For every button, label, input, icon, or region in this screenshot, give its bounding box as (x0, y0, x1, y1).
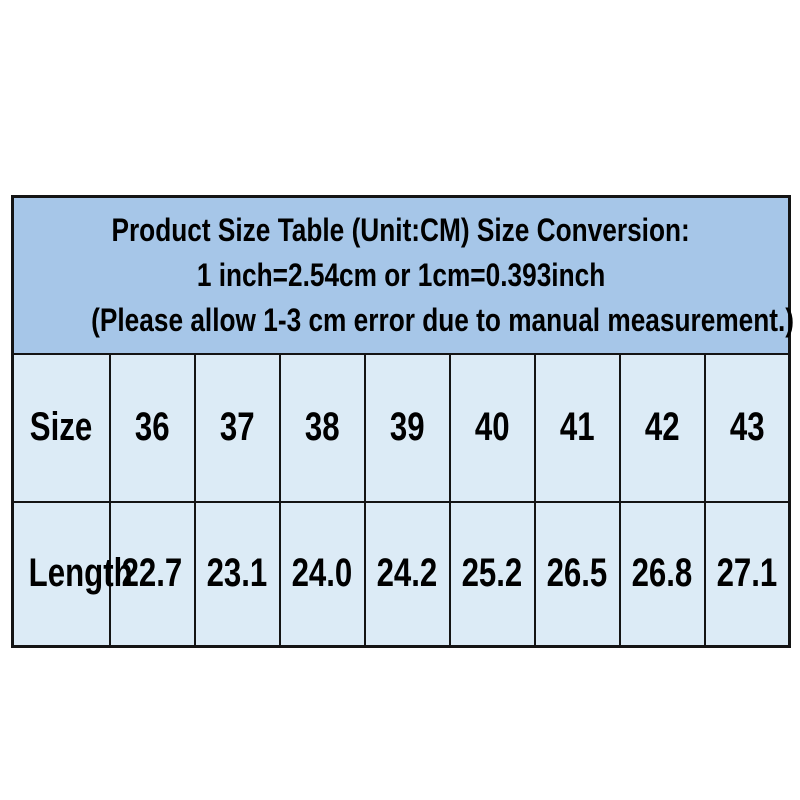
header-title-text: Product Size Table (Unit:CM) Size Conver… (111, 211, 691, 248)
size-cell: 37 (193, 352, 281, 503)
length-cell-text: 24.0 (291, 551, 353, 596)
header-line-title: Product Size Table (Unit:CM) Size Conver… (14, 208, 788, 253)
size-cell-text: 41 (559, 405, 595, 449)
length-cell-text: 24.2 (376, 551, 438, 596)
length-label-text: Length (28, 551, 133, 596)
length-cell: 26.8 (618, 500, 706, 648)
row-label-length: Length (11, 500, 133, 648)
length-cell: 22.7 (108, 500, 196, 648)
size-cell: 42 (618, 352, 706, 503)
header-conversion-text: 1 inch=2.54cm or 1cm=0.393inch (196, 256, 606, 293)
length-cell: 25.2 (448, 500, 536, 648)
header-line-conversion: 1 inch=2.54cm or 1cm=0.393inch (14, 253, 788, 298)
header-line-disclaimer: (Please allow 1-3 cm error due to manual… (14, 298, 794, 343)
length-cell: 24.2 (363, 500, 451, 648)
size-cell: 43 (703, 352, 791, 503)
size-cell: 40 (448, 352, 536, 503)
size-cell-text: 37 (219, 405, 255, 449)
length-cell: 26.5 (533, 500, 621, 648)
length-cell: 23.1 (193, 500, 281, 648)
size-cell-text: 43 (729, 405, 765, 449)
length-cell-text: 26.5 (546, 551, 608, 596)
row-label-size: Size (11, 352, 111, 503)
size-label-text: Size (30, 405, 93, 449)
table-header-cell: Product Size Table (Unit:CM) Size Conver… (11, 195, 794, 355)
size-cell: 41 (533, 352, 621, 503)
product-size-table: Product Size Table (Unit:CM) Size Conver… (11, 195, 794, 648)
size-cell: 38 (278, 352, 366, 503)
table-header-row: Product Size Table (Unit:CM) Size Conver… (11, 195, 794, 355)
size-cell-text: 39 (389, 405, 425, 449)
length-cell-text: 25.2 (461, 551, 523, 596)
length-cell: 24.0 (278, 500, 366, 648)
length-cell-text: 23.1 (206, 551, 268, 596)
size-cell-text: 36 (134, 405, 170, 449)
size-cell: 39 (363, 352, 451, 503)
length-cell: 27.1 (703, 500, 791, 648)
length-cell-text: 27.1 (716, 551, 778, 596)
size-cell: 36 (108, 352, 196, 503)
length-cell-text: 26.8 (631, 551, 693, 596)
header-disclaimer-text: (Please allow 1-3 cm error due to manual… (91, 301, 795, 338)
length-row: Length 22.7 23.1 24.0 24.2 25.2 26.5 26.… (11, 500, 791, 648)
size-row: Size 36 37 38 39 40 41 42 43 (11, 352, 791, 503)
size-cell-text: 40 (474, 405, 510, 449)
size-cell-text: 38 (304, 405, 340, 449)
size-cell-text: 42 (644, 405, 680, 449)
length-cell-text: 22.7 (121, 551, 183, 596)
